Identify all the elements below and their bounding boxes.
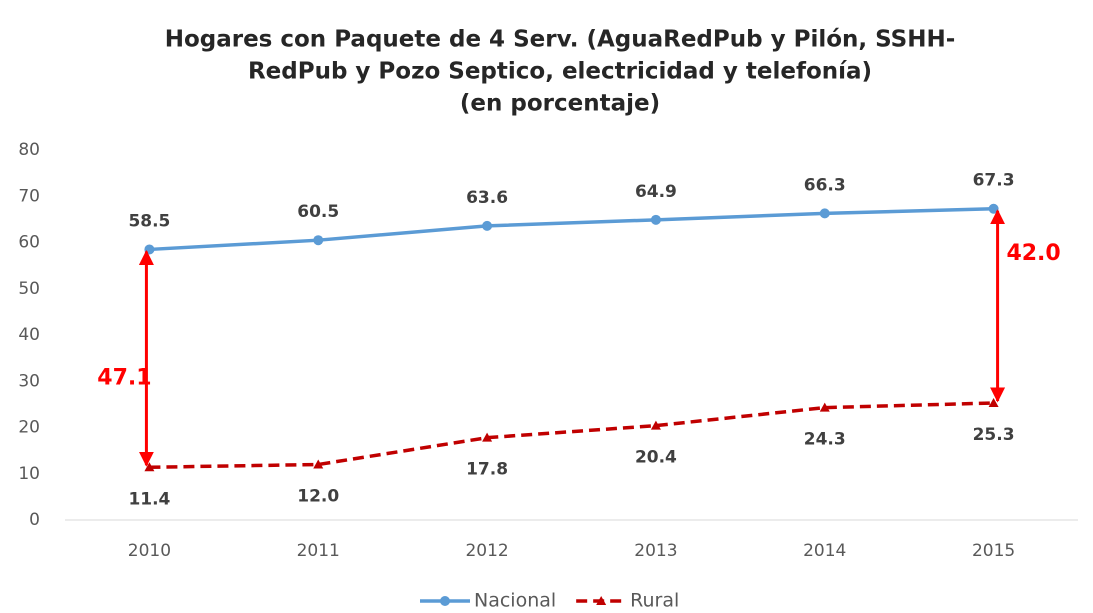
data-label: 58.5	[128, 211, 170, 231]
legend-marker	[596, 596, 607, 605]
data-label: 66.3	[804, 175, 846, 195]
legend-label: Rural	[630, 590, 679, 612]
point	[819, 208, 830, 219]
point	[819, 402, 830, 412]
point	[988, 397, 999, 407]
x-tick-label: 2011	[297, 541, 340, 561]
chart-subtitle: (en porcentaje)	[460, 91, 660, 117]
data-label: 20.4	[635, 448, 677, 468]
y-tick-label: 40	[18, 325, 40, 345]
series-line	[149, 401, 994, 470]
x-tick-label: 2010	[128, 541, 171, 561]
point	[650, 420, 661, 430]
y-tick-label: 10	[18, 464, 40, 484]
point	[313, 459, 324, 469]
data-label: 17.8	[466, 460, 508, 480]
legend-label: Nacional	[474, 590, 556, 612]
x-tick-label: 2012	[465, 541, 508, 561]
legend-marker	[440, 596, 450, 606]
x-tick-label: 2015	[972, 541, 1015, 561]
point	[482, 432, 493, 442]
y-tick-label: 50	[18, 279, 40, 299]
data-label: 64.9	[635, 182, 677, 202]
data-label: 67.3	[973, 171, 1015, 191]
y-tick-label: 30	[18, 371, 40, 391]
data-label: 63.6	[466, 188, 508, 208]
y-tick-label: 60	[18, 233, 40, 253]
y-tick-label: 0	[29, 510, 40, 530]
point	[482, 220, 493, 231]
y-tick-label: 80	[18, 140, 40, 160]
annotation: 42.0	[1006, 241, 1060, 266]
data-label: 25.3	[973, 425, 1015, 445]
point	[313, 235, 324, 246]
point	[144, 462, 155, 472]
data-label: 24.3	[804, 430, 846, 450]
x-tick-label: 2013	[634, 541, 677, 561]
x-tick-label: 2014	[803, 541, 846, 561]
series-line	[149, 206, 994, 252]
chart-title: RedPub y Pozo Septico, electricidad y te…	[248, 59, 872, 85]
data-label: 12.0	[297, 487, 339, 507]
data-label: 60.5	[297, 202, 339, 222]
data-label: 11.4	[128, 489, 170, 509]
chart-title: Hogares con Paquete de 4 Serv. (AguaRedP…	[165, 27, 956, 53]
y-tick-label: 70	[18, 186, 40, 206]
point	[650, 214, 661, 225]
y-tick-label: 20	[18, 418, 40, 438]
annotation: 47.1	[97, 365, 151, 390]
